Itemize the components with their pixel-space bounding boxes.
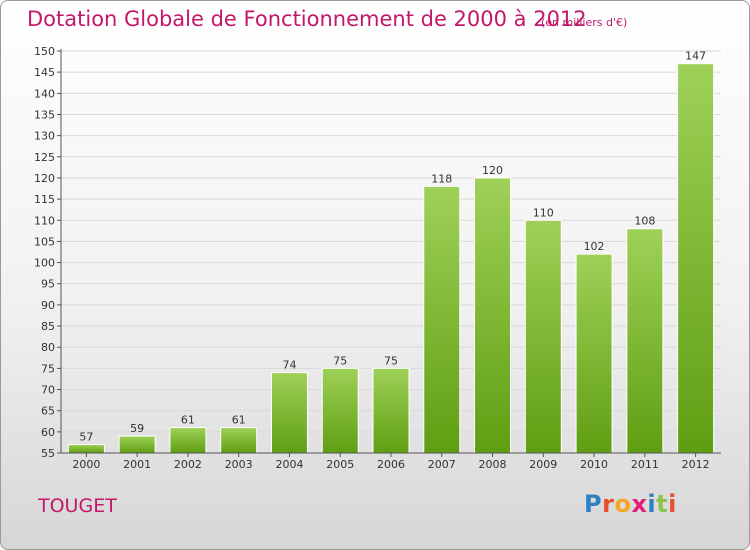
y-tick-label: 120 (34, 172, 55, 185)
bar (423, 185, 461, 454)
x-tick-label: 2003 (225, 458, 253, 471)
x-tick-label: 2012 (682, 458, 710, 471)
bar-value-label: 59 (130, 422, 144, 435)
x-tick-label: 2011 (631, 458, 659, 471)
y-tick-label: 105 (34, 235, 55, 248)
y-tick-label: 55 (41, 447, 55, 460)
bar-value-label: 75 (333, 354, 347, 367)
x-tick-label: 2010 (580, 458, 608, 471)
bar (220, 427, 258, 454)
y-tick-label: 110 (34, 214, 55, 227)
x-tick-label: 2006 (377, 458, 405, 471)
axes: 55 60 65 70 75 80 85 90 95 100 105 110 115 120 125 130 1… (34, 45, 721, 471)
logo-letter: o (614, 490, 632, 518)
y-tick-label: 135 (34, 108, 55, 121)
bar (67, 444, 105, 454)
x-tick-label: 2008 (479, 458, 507, 471)
logo-letter: t (656, 490, 669, 518)
bar-value-label: 120 (482, 164, 503, 177)
x-tick-label: 2002 (174, 458, 202, 471)
x-tick-label: 2000 (72, 458, 100, 471)
bar-value-label: 102 (584, 240, 605, 253)
proxiti-logo: Proxiti (584, 490, 677, 518)
bar (169, 427, 207, 454)
y-tick-label: 75 (41, 362, 55, 375)
x-tick-label: 2007 (428, 458, 456, 471)
y-tick-label: 80 (41, 341, 55, 354)
bar (626, 228, 664, 454)
bar-value-label: 75 (384, 354, 398, 367)
bar (270, 372, 308, 454)
y-tick-label: 150 (34, 45, 55, 58)
x-tick-label: 2001 (123, 458, 151, 471)
logo-letter: x (631, 490, 648, 518)
y-tick-label: 145 (34, 66, 55, 79)
bar-value-label: 147 (685, 50, 706, 63)
y-tick-label: 140 (34, 87, 55, 100)
y-tick-label: 65 (41, 405, 55, 418)
logo-letter: P (584, 490, 603, 518)
y-tick-label: 85 (41, 320, 55, 333)
y-tick-label: 115 (34, 193, 55, 206)
bar (321, 367, 359, 454)
y-tick-label: 130 (34, 130, 55, 143)
y-tick-label: 100 (34, 257, 55, 270)
unit-label: (en milliers d'€) (541, 16, 628, 29)
bar (474, 177, 512, 454)
bar (575, 253, 613, 454)
bar-value-label: 74 (282, 359, 296, 372)
bar-value-label: 110 (533, 206, 554, 219)
bar (677, 63, 715, 454)
y-tick-label: 60 (41, 426, 55, 439)
x-tick-label: 2004 (275, 458, 303, 471)
logo-letter: i (647, 490, 657, 518)
bar (524, 219, 562, 454)
y-tick-label: 95 (41, 278, 55, 291)
logo-letter: r (602, 490, 615, 518)
y-tick-label: 90 (41, 299, 55, 312)
bar-value-label: 61 (181, 414, 195, 427)
bar (372, 367, 410, 454)
bar-value-label: 108 (634, 215, 655, 228)
chart-title: Dotation Globale de Fonctionnement de 20… (27, 7, 587, 31)
logo-letter: i (668, 490, 677, 518)
x-tick-label: 2009 (529, 458, 557, 471)
bar-value-label: 57 (79, 431, 93, 444)
y-tick-label: 70 (41, 384, 55, 397)
bar-value-label: 118 (431, 172, 452, 185)
x-tick-label: 2005 (326, 458, 354, 471)
bar-value-label: 61 (232, 414, 246, 427)
bars: 57 59 61 61 74 75 75 118 120 110 102 108 147 (67, 50, 715, 454)
y-tick-label: 125 (34, 151, 55, 164)
bar (118, 435, 156, 454)
commune-name: TOUGET (38, 495, 117, 517)
